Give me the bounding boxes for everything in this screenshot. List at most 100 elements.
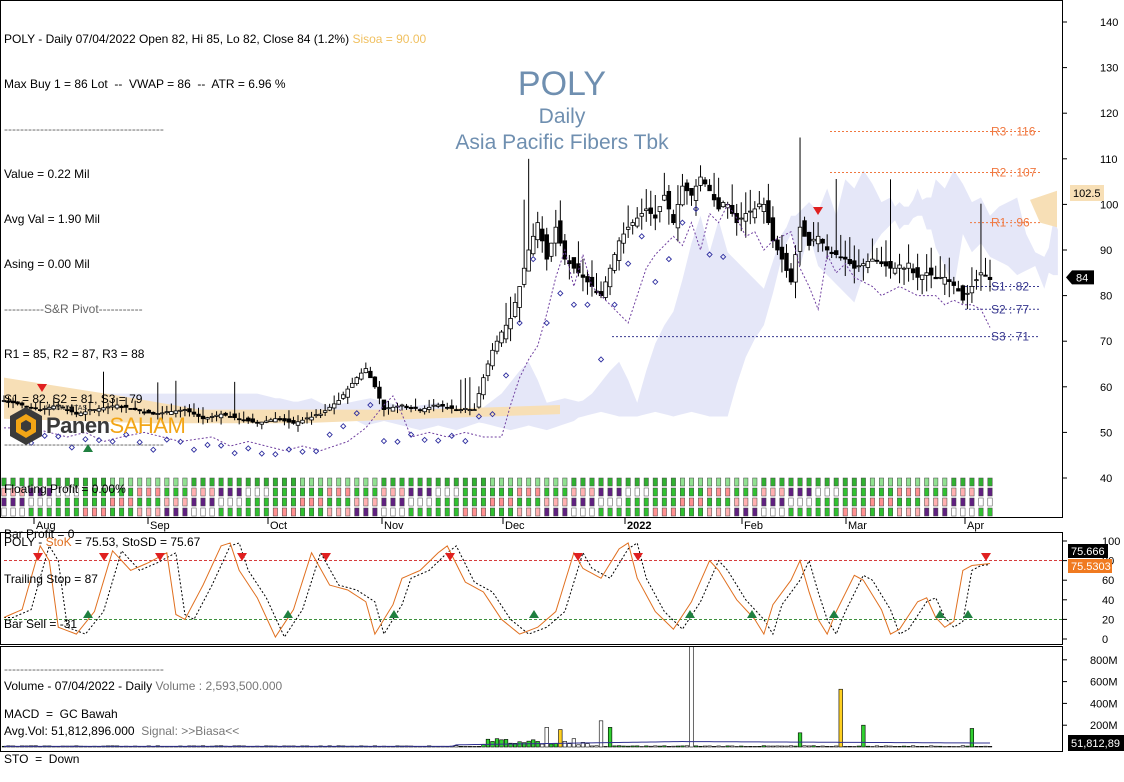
candle-body — [789, 269, 793, 282]
signal-cell — [680, 508, 684, 516]
signal-cell — [689, 498, 693, 506]
sar-dot — [504, 373, 509, 378]
candle-body — [875, 260, 879, 261]
signal-cell — [915, 508, 919, 516]
candle-body — [450, 406, 454, 409]
signal-cell — [526, 498, 530, 506]
signal-cell — [852, 488, 856, 496]
signal-cell — [653, 488, 657, 496]
candle-body — [622, 234, 626, 243]
candle-body — [853, 261, 857, 268]
signal-cell — [472, 488, 476, 496]
candle-body — [717, 198, 721, 209]
candle-body — [857, 266, 861, 267]
signal-cell — [943, 508, 947, 516]
volume-bar — [522, 743, 526, 747]
volume-bar — [812, 746, 816, 747]
volume-bar — [549, 744, 553, 747]
candle-body — [952, 282, 956, 286]
y-tick-label: 80 — [1100, 291, 1112, 303]
signal-cell — [626, 478, 630, 486]
candle-body — [812, 239, 816, 241]
signal-cell — [707, 478, 711, 486]
candle-body — [586, 277, 590, 282]
level-label-s1: S1 : 82 — [991, 279, 1029, 293]
candle-body — [644, 209, 648, 211]
candle-body — [767, 201, 771, 223]
signal-cell — [436, 488, 440, 496]
sar-dot — [558, 291, 563, 296]
signal-cell — [970, 488, 974, 496]
volume-bar — [608, 727, 612, 747]
candle-body — [708, 185, 712, 190]
signal-cell — [988, 478, 992, 486]
signal-cell — [735, 498, 739, 506]
candle-body — [518, 286, 522, 307]
candle-body — [916, 268, 920, 278]
signal-cell — [427, 508, 431, 516]
signal-cell — [897, 488, 901, 496]
level-label-s2: S2 : 77 — [991, 302, 1029, 316]
candle-body — [667, 191, 671, 209]
candle-body — [893, 268, 897, 273]
volume-bar — [862, 725, 866, 747]
y-tick-label: 110 — [1100, 154, 1118, 166]
volume-bar — [473, 746, 477, 747]
signal-cell — [825, 478, 829, 486]
chart-title-block: POLY Daily Asia Pacific Fibers Tbk — [440, 64, 684, 156]
signal-cell — [608, 478, 612, 486]
volume-bar — [699, 746, 703, 747]
volume-bar — [563, 741, 567, 747]
y-tick-label: 60 — [1100, 382, 1112, 394]
signal-cell — [472, 478, 476, 486]
floating-profit-readout: Floating Profit = 0.00% — [4, 482, 426, 497]
signal-cell — [843, 508, 847, 516]
level-label-r3: R3 : 116 — [991, 124, 1036, 138]
signal-cell — [906, 508, 910, 516]
volume-bar — [617, 746, 621, 747]
signal-cell — [436, 498, 440, 506]
volume-bar — [712, 746, 716, 747]
candle-body — [486, 364, 490, 376]
cloud-area-bull — [1030, 191, 1057, 227]
signal-cell — [789, 498, 793, 506]
signal-cell — [888, 488, 892, 496]
candle-body — [626, 227, 630, 229]
candle-body — [658, 207, 662, 212]
signal-cell — [924, 498, 928, 506]
signal-cell — [744, 488, 748, 496]
signal-cell — [897, 478, 901, 486]
signal-cell — [943, 498, 947, 506]
signal-cell — [698, 478, 702, 486]
volume-bar — [635, 746, 639, 747]
signal-cell — [490, 478, 494, 486]
volume-bar — [762, 746, 766, 747]
candle-body — [482, 378, 486, 395]
candle-body — [753, 209, 757, 218]
header-line2: Max Buy 1 = 86 Lot -- VWAP = 86 -- ATR =… — [4, 77, 426, 92]
volume-bar — [916, 746, 920, 747]
candle-body — [771, 218, 775, 241]
sar-dot — [639, 234, 644, 239]
signal-cell — [707, 508, 711, 516]
volume-bar — [771, 746, 775, 747]
volume-bar — [857, 746, 861, 747]
signal-cell — [961, 488, 965, 496]
signal-cell — [662, 478, 666, 486]
signal-cell — [843, 478, 847, 486]
signal-cell — [735, 488, 739, 496]
stoch-k-tag-label: 75.5303 — [1071, 561, 1111, 573]
volume-bar — [744, 746, 748, 747]
candle-body — [531, 236, 535, 253]
volume-bar — [540, 744, 544, 747]
signal-cell — [798, 498, 802, 506]
signal-cell — [789, 488, 793, 496]
signal-cell — [526, 508, 530, 516]
signal-cell — [599, 478, 603, 486]
signal-cell — [961, 478, 965, 486]
signal-cell — [834, 498, 838, 506]
volume-bar — [938, 746, 942, 747]
candle-body — [676, 204, 680, 227]
signal-cell — [671, 508, 675, 516]
volume-header: Volume - 07/04/2022 - Daily Volume : 2,5… — [4, 649, 282, 754]
